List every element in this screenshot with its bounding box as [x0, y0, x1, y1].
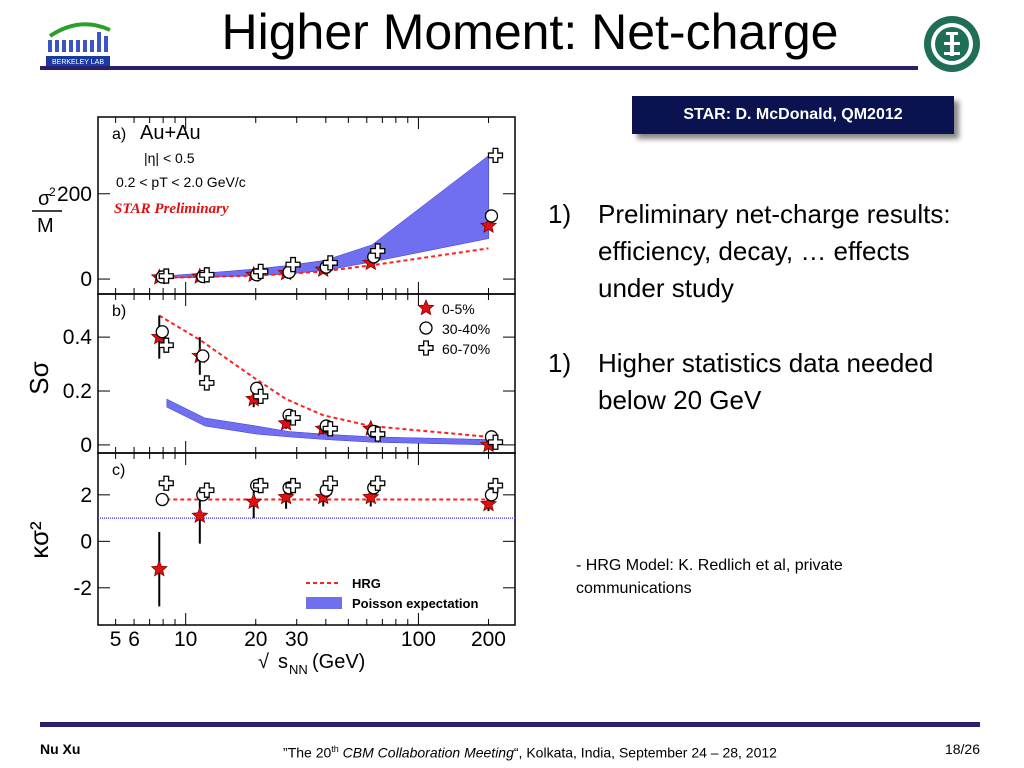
- panel-a-ylabel-exp: 2: [49, 185, 56, 199]
- x-tick-label: 5: [110, 628, 122, 651]
- footer-event-post: “, Kolkata, India, September 24 – 28, 20…: [513, 744, 777, 761]
- footer-divider: [40, 722, 980, 727]
- bullet-1-text: Preliminary net-charge results: efficien…: [598, 199, 951, 303]
- panel-b-point-60-70: [370, 426, 386, 442]
- panel-a-system-label: Au+Au: [140, 122, 201, 144]
- panel-b-point-60-70: [285, 410, 301, 426]
- panel-b-ytick-label: 0: [80, 434, 92, 457]
- x-tick-label: 30: [285, 628, 308, 651]
- panel-c-point-60-70: [370, 475, 386, 491]
- footer-event-pre: ”The 20: [283, 744, 332, 761]
- panel-a-point-60-70: [199, 267, 215, 283]
- legend-marker-0-5: [417, 298, 435, 316]
- panel-c-ytick-label: 0: [80, 530, 92, 553]
- panel-c-point-0-5: [191, 506, 209, 524]
- panel-c-point-30-40: [155, 492, 169, 507]
- panel-c-ylabel: κσ²: [24, 521, 54, 559]
- x-tick-label: 20: [244, 628, 267, 651]
- panel-a-point-60-70: [322, 255, 338, 271]
- panel-b-point-30-40: [196, 349, 210, 363]
- bullet-2-number: 1): [548, 348, 572, 378]
- reference-box: STAR: D. McDonald, QM2012: [632, 96, 954, 134]
- panel-c-ytick-label: -2: [73, 577, 92, 600]
- panel-b-point-60-70: [253, 388, 269, 405]
- panel-a-ytick-label: 0: [80, 268, 92, 291]
- panel-c-frame: [97, 452, 516, 626]
- panel-b-ytick-label: 0.4: [63, 326, 93, 349]
- panel-b-point-30-40: [155, 325, 169, 339]
- panel-c-point-60-70: [487, 477, 504, 494]
- x-axis-label-sqrt: √: [258, 651, 269, 673]
- footer-event-sup: th: [331, 744, 339, 754]
- panel-a-point-60-70: [285, 256, 301, 273]
- panel-c-point-0-5: [479, 495, 498, 512]
- legend-label-poisson: Poisson expectation: [352, 596, 478, 611]
- berkeley-lab-logo: BERKELEY LAB: [40, 14, 120, 75]
- panel-a-point-60-70: [487, 147, 504, 164]
- panel-c-point-0-5: [245, 492, 263, 510]
- panel-c-point-0-5: [150, 560, 168, 577]
- panel-c-point-60-70: [158, 475, 174, 491]
- x-tick-label: 6: [128, 628, 140, 651]
- panel-a-eta-cut: |η| < 0.5: [144, 150, 195, 166]
- panel-a-ylabel-sigma: σ: [38, 188, 51, 210]
- panel-a-point-60-70: [253, 263, 269, 280]
- slide-title: Higher Moment: Net-charge: [221, 4, 839, 60]
- panel-a-point-30-40: [484, 209, 499, 223]
- panel-c-point-0-5: [277, 488, 295, 505]
- footer-page-number: 18/26: [944, 741, 980, 757]
- panel-a-ytick-label: 200: [57, 183, 92, 206]
- panel-c-tag: c): [112, 462, 125, 479]
- panel-c-point-60-70: [253, 477, 269, 494]
- footer-event-name: CBM Collaboration Meeting: [338, 744, 514, 761]
- footer-event: ”The 20th CBM Collaboration Meeting“, Ko…: [200, 740, 860, 762]
- footer-author: Nu Xu: [40, 741, 81, 757]
- panel-b-point-60-70: [487, 434, 504, 450]
- panel-a-preliminary-label: STAR Preliminary: [114, 201, 229, 217]
- x-tick-label: 100: [401, 628, 436, 651]
- panel-c-point-60-70: [285, 477, 301, 494]
- legend-label-hrg: HRG: [352, 576, 381, 591]
- panel-c-point-60-70: [322, 475, 338, 491]
- legend-label-30-40: 30-40%: [442, 321, 490, 337]
- panel-b-point-60-70: [158, 337, 174, 353]
- panel-b-point-60-70: [322, 421, 338, 437]
- logo-left-text: BERKELEY LAB: [52, 59, 104, 66]
- legend-label-0-5: 0-5%: [442, 301, 475, 317]
- x-axis-label-s: s: [278, 651, 288, 673]
- panel-a-ylabel-m: M: [37, 215, 54, 237]
- panel-a-point-60-70: [370, 243, 386, 259]
- legend-marker-60-70: [418, 340, 434, 356]
- panel-b-tag: b): [112, 303, 126, 320]
- x-tick-label: 10: [174, 628, 197, 651]
- panel-c-ytick-label: 2: [80, 484, 92, 507]
- panel-a-point-60-70: [158, 268, 174, 284]
- panel-a-poisson-band: [166, 154, 490, 279]
- legend-label-60-70: 60-70%: [442, 341, 490, 357]
- panel-b-ylabel: Sσ: [24, 361, 54, 394]
- huazhong-university-logo: [922, 14, 982, 79]
- bullet-1-number: 1): [548, 199, 572, 229]
- panel-a-point-0-5: [479, 216, 498, 234]
- panel-a-tag: a): [112, 126, 126, 143]
- panel-b-frame: [97, 293, 516, 454]
- x-tick-label: 200: [471, 628, 506, 651]
- panel-b-point-60-70: [199, 375, 215, 391]
- legend-marker-30-40: [419, 321, 433, 335]
- x-axis-label-sub: NN: [289, 662, 308, 677]
- panel-c-point-60-70: [199, 482, 215, 498]
- panel-a-pt-cut: 0.2 < pT < 2.0 GeV/c: [116, 174, 246, 190]
- hrg-model-note: - HRG Model: K. Redlich et al, private c…: [576, 557, 843, 597]
- x-axis-label-unit: (GeV): [312, 651, 365, 673]
- title-divider: [40, 66, 918, 70]
- panel-c-point-0-5: [362, 488, 380, 505]
- bullet-2-text: Higher statistics data needed below 20 G…: [598, 348, 934, 415]
- panel-b-ytick-label: 0.2: [63, 380, 92, 403]
- legend-marker-poisson: [306, 597, 342, 609]
